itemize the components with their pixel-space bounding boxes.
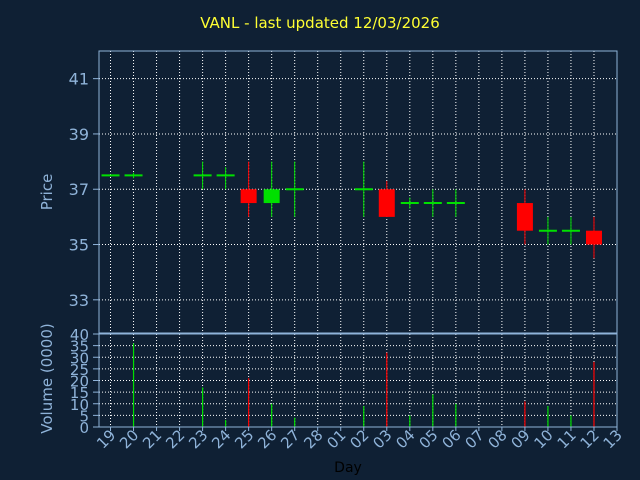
price-tick-label: 35: [69, 236, 89, 255]
volume-tick-label: 25: [70, 361, 89, 379]
price-tick-label: 41: [69, 70, 89, 89]
price-panel-border: [98, 50, 618, 334]
volume-tick-label: 20: [70, 373, 89, 391]
volume-tick-label: 5: [79, 407, 89, 425]
price-tick-label: 37: [69, 180, 89, 199]
volume-axis-label: Volume (0000): [38, 323, 56, 433]
volume-tick-label: 10: [70, 396, 89, 414]
volume-tick-label: 35: [70, 338, 89, 356]
volume-tick-label: 0: [79, 419, 89, 437]
candle-body-down: [378, 189, 395, 217]
volume-tick-label: 30: [70, 349, 89, 367]
candle-body-up: [263, 189, 280, 204]
candle-body-down: [516, 203, 533, 231]
price-tick-label: 33: [69, 291, 89, 310]
x-tick-label: 13: [600, 426, 626, 452]
chart-title: VANL - last updated 12/03/2026: [200, 14, 440, 32]
x-axis-label: Day: [334, 460, 362, 476]
price-tick-label: 39: [69, 125, 89, 144]
price-axis-label: Price: [38, 174, 56, 211]
candle-body-down: [585, 230, 602, 245]
candle-body-down: [240, 189, 257, 204]
volume-tick-label: 15: [70, 384, 89, 402]
volume-panel-border: [98, 333, 618, 428]
volume-tick-label: 40: [70, 326, 89, 344]
